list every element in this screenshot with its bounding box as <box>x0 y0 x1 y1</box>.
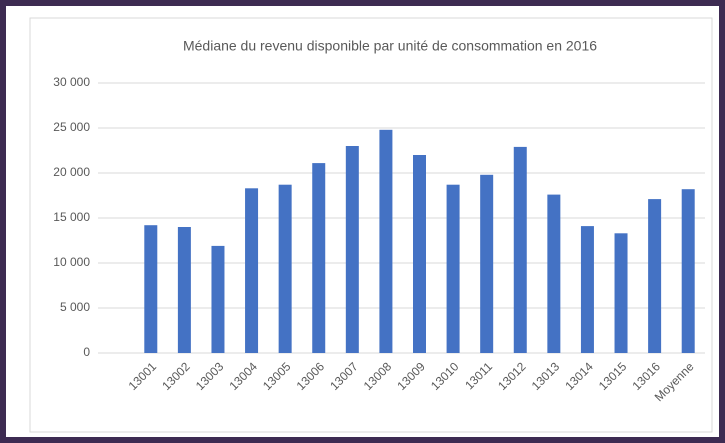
bar <box>446 184 460 353</box>
bar <box>580 226 594 353</box>
y-tick-label: 30 000 <box>53 75 90 89</box>
y-tick-label: 25 000 <box>53 120 90 134</box>
y-tick-label: 20 000 <box>53 165 90 179</box>
bar <box>245 188 259 353</box>
y-tick-label: 0 <box>83 345 90 359</box>
y-tick-label: 10 000 <box>53 255 90 269</box>
bar <box>177 227 191 353</box>
chart-border <box>29 17 713 433</box>
y-tick-label: 15 000 <box>53 210 90 224</box>
bar <box>211 245 225 353</box>
bar <box>648 199 662 353</box>
bar <box>513 146 527 353</box>
bar <box>480 174 494 353</box>
bar <box>413 155 426 353</box>
chart-title: Médiane du revenu disponible par unité d… <box>183 38 597 54</box>
bar <box>144 225 158 353</box>
bar <box>547 194 561 353</box>
y-tick-label: 5 000 <box>60 300 90 314</box>
bar <box>278 184 292 353</box>
bar <box>681 189 695 353</box>
bar <box>345 146 359 353</box>
bar <box>379 129 393 353</box>
bar <box>312 163 326 353</box>
bar <box>614 233 628 353</box>
